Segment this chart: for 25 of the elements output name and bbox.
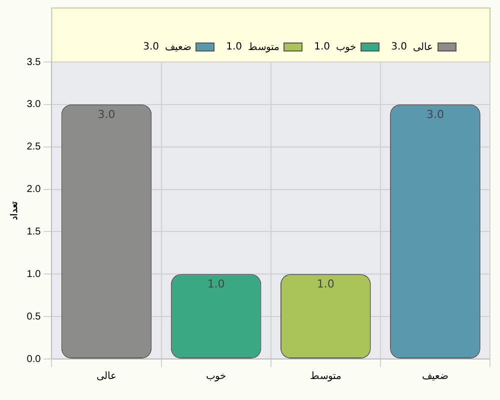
legend-label: عالی xyxy=(413,42,433,53)
y-axis-title: تعداد xyxy=(8,201,19,220)
data-label: 1.0 xyxy=(207,278,225,290)
y-tick-label: 0.0 xyxy=(26,354,42,365)
y-tick-label: 3.5 xyxy=(26,56,42,68)
y-tick-label: 0.5 xyxy=(26,311,42,322)
text: 1.0 xyxy=(314,42,330,53)
text: 3.0 xyxy=(143,42,159,53)
legend-label: ضعیف xyxy=(165,42,191,53)
text: 1.0 xyxy=(226,42,242,53)
y-tick-label: 2.0 xyxy=(26,184,42,196)
legend-label: خوب xyxy=(336,42,356,53)
text: 3.0 xyxy=(391,42,407,53)
data-label: 3.0 xyxy=(98,108,116,121)
x-tick-label: خوب xyxy=(206,370,226,382)
data-label: 3.0 xyxy=(426,108,444,121)
x-tick-label: عالی xyxy=(96,370,116,382)
y-tick-label: 1.0 xyxy=(26,268,42,280)
legend-label: متوسط xyxy=(248,42,279,53)
y-tick-label: 1.5 xyxy=(26,226,42,238)
y-tick-label: 2.5 xyxy=(26,142,42,153)
x-tick-label: ضعیف xyxy=(422,370,448,382)
x-tick-label: متوسط xyxy=(310,370,342,382)
y-tick-label: 3.0 xyxy=(26,99,42,110)
data-label: 1.0 xyxy=(316,278,334,290)
